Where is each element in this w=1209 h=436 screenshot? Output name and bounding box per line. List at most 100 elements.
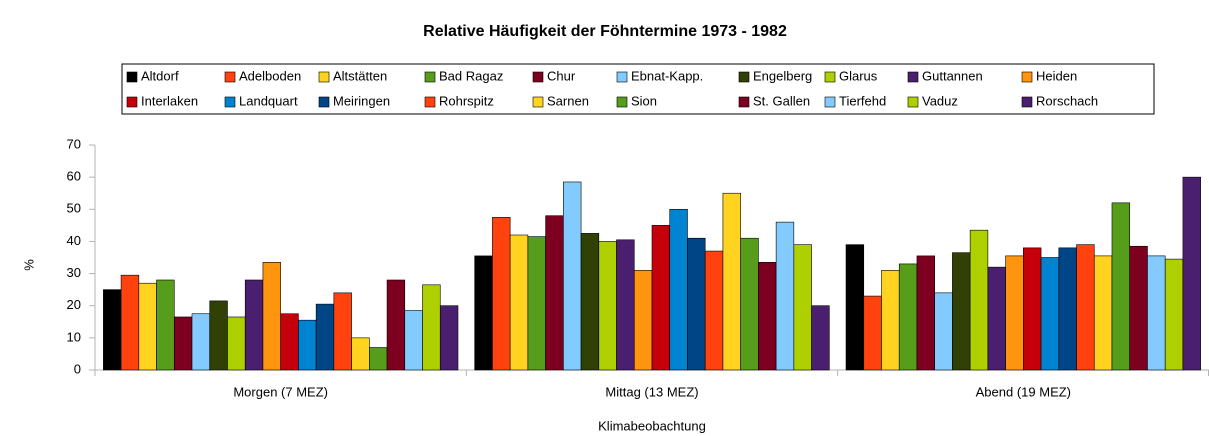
bar xyxy=(722,192,741,371)
y-tick-label: 70 xyxy=(67,136,81,151)
bar xyxy=(775,221,795,371)
legend-label: Engelberg xyxy=(753,68,812,83)
bar xyxy=(598,241,617,371)
bar xyxy=(492,217,511,371)
legend-label: Heiden xyxy=(1036,68,1077,83)
bar xyxy=(369,347,388,371)
bar xyxy=(422,284,441,371)
bar xyxy=(439,305,459,371)
bar xyxy=(580,233,600,371)
legend-swatch xyxy=(126,71,138,83)
bar xyxy=(1076,244,1095,371)
bar xyxy=(916,255,935,371)
bar xyxy=(863,295,882,371)
bar xyxy=(1040,257,1060,371)
y-tick-label: 0 xyxy=(74,361,81,376)
y-tick-label: 40 xyxy=(67,233,81,248)
legend-swatch xyxy=(1021,71,1033,83)
legend-label: Meiringen xyxy=(333,93,390,108)
x-tick-label: Abend (19 MEZ) xyxy=(976,384,1071,399)
legend-swatch xyxy=(224,96,236,108)
bar xyxy=(1058,247,1077,371)
legend-swatch xyxy=(532,96,544,108)
legend-swatch xyxy=(824,96,836,108)
bar xyxy=(1005,255,1024,371)
legend-swatch xyxy=(424,71,436,83)
bar xyxy=(138,282,157,371)
legend-label: Landquart xyxy=(239,93,298,108)
legend-label: Vaduz xyxy=(922,93,958,108)
bar xyxy=(934,292,953,371)
y-tick-label: 20 xyxy=(67,297,81,312)
legend-label: Rohrspitz xyxy=(439,93,494,108)
bar xyxy=(633,270,653,371)
legend-label: Ebnat-Kapp. xyxy=(631,68,703,83)
legend-swatch xyxy=(532,71,544,83)
legend-label: Sarnen xyxy=(547,93,589,108)
bar xyxy=(120,274,140,371)
bar xyxy=(1182,176,1201,371)
legend-label: Chur xyxy=(547,68,576,83)
bar xyxy=(704,250,724,371)
bar xyxy=(1129,245,1148,371)
legend-label: Guttannen xyxy=(922,68,983,83)
bar xyxy=(1093,255,1113,371)
bar xyxy=(404,310,423,371)
bar xyxy=(1111,202,1131,371)
legend-label: Altstätten xyxy=(333,68,387,83)
bar xyxy=(758,262,777,371)
bar xyxy=(952,252,971,371)
y-axis-title: % xyxy=(21,259,36,271)
bar xyxy=(509,234,529,371)
bar xyxy=(191,313,211,371)
bar xyxy=(280,313,299,371)
bar xyxy=(298,319,317,371)
bar xyxy=(881,270,900,371)
legend-label: Tierfehd xyxy=(839,93,886,108)
bar xyxy=(845,244,865,371)
bar xyxy=(969,229,989,371)
legend-swatch xyxy=(616,96,628,108)
legend-swatch xyxy=(738,96,750,108)
bar xyxy=(898,263,918,371)
bar xyxy=(209,300,228,371)
legend-label: Rorschach xyxy=(1036,93,1098,108)
y-tick-label: 50 xyxy=(67,201,81,216)
chart-title: Relative Häufigkeit der Föhntermine 1973… xyxy=(423,23,787,40)
bar xyxy=(740,237,759,371)
legend-swatch xyxy=(616,71,628,83)
bar xyxy=(563,181,582,371)
bar xyxy=(156,279,175,371)
bar xyxy=(227,316,246,371)
bar xyxy=(262,262,281,371)
legend-swatch xyxy=(907,71,919,83)
x-tick-label: Mittag (13 MEZ) xyxy=(605,384,698,399)
bar xyxy=(1147,255,1166,371)
legend-swatch xyxy=(424,96,436,108)
legend-swatch xyxy=(824,71,836,83)
bar xyxy=(1023,247,1042,371)
bar xyxy=(474,255,493,371)
bar xyxy=(793,244,812,371)
bar xyxy=(987,266,1006,371)
bar xyxy=(315,303,335,371)
bar xyxy=(545,215,564,371)
legend-swatch xyxy=(738,71,750,83)
legend-swatch xyxy=(318,71,330,83)
bar xyxy=(616,239,635,371)
bar xyxy=(669,208,688,371)
legend-label: Adelboden xyxy=(239,68,301,83)
bar xyxy=(351,337,370,371)
bar xyxy=(651,225,671,371)
y-tick-label: 30 xyxy=(67,265,81,280)
bar xyxy=(1164,258,1184,371)
bar xyxy=(333,292,352,371)
legend-swatch xyxy=(126,96,138,108)
bar xyxy=(386,279,406,371)
legend-box xyxy=(121,63,1155,115)
legend-label: Sion xyxy=(631,93,657,108)
y-tick-label: 60 xyxy=(67,169,81,184)
legend-swatch xyxy=(224,71,236,83)
bar xyxy=(103,289,122,371)
